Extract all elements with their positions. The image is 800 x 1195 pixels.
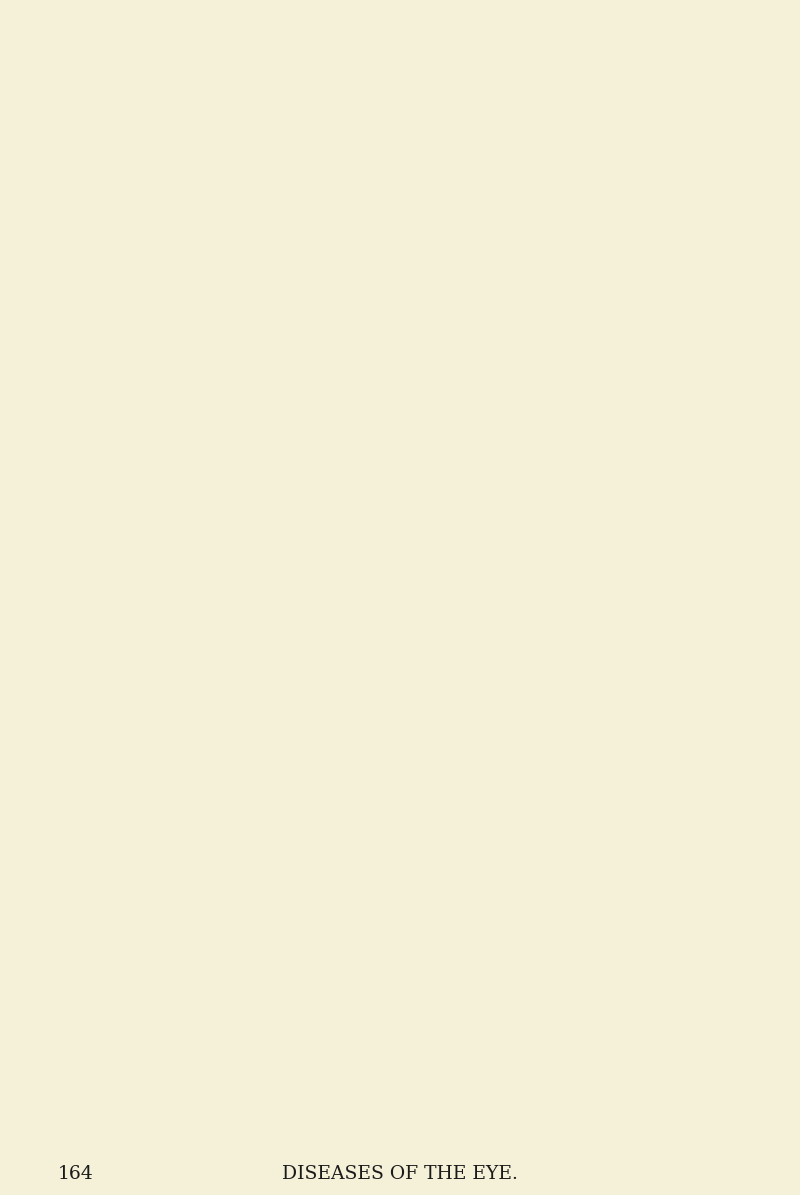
- Text: 164: 164: [58, 1165, 94, 1183]
- Text: DISEASES OF THE EYE.: DISEASES OF THE EYE.: [282, 1165, 518, 1183]
